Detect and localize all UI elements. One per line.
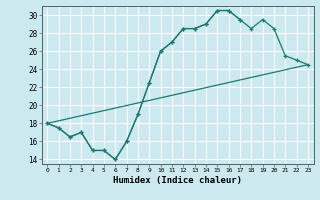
X-axis label: Humidex (Indice chaleur): Humidex (Indice chaleur) <box>113 176 242 185</box>
